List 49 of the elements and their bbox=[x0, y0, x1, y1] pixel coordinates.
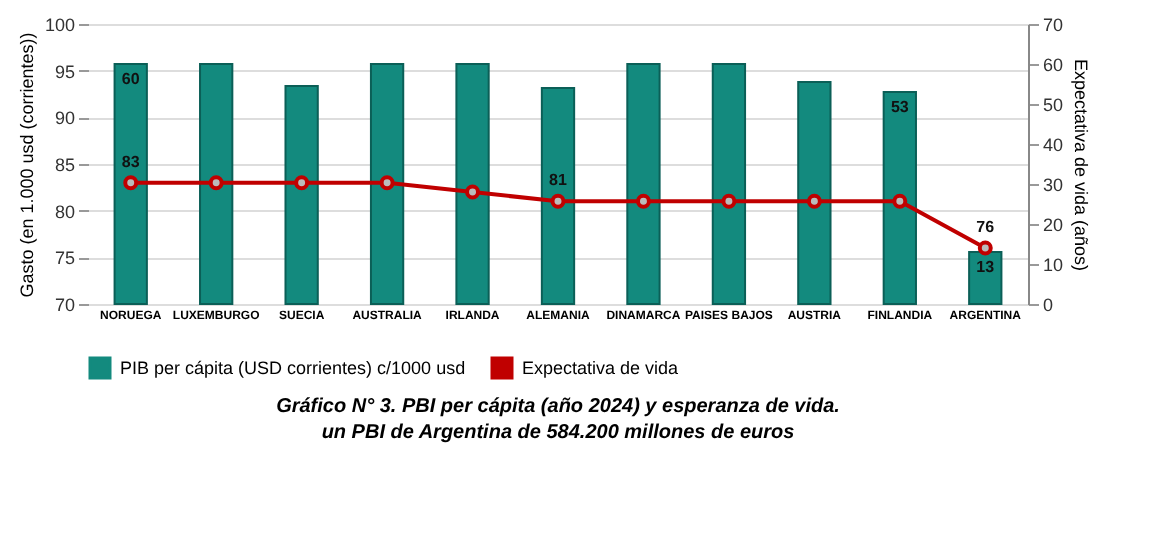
data-label: 81 bbox=[549, 171, 568, 190]
y-tick-label: 95 bbox=[54, 61, 75, 82]
bar bbox=[626, 63, 661, 305]
bar bbox=[455, 63, 490, 305]
text: Gráfico N° 3. PBI per cápita (año 2024) y esperanza de vida. bbox=[276, 396, 840, 418]
y-tick-label: 75 bbox=[54, 248, 75, 269]
point bbox=[123, 175, 139, 191]
legend-label: PIB per cápita (USD corrientes) c/1000 usd bbox=[120, 358, 466, 378]
y-tick-label: 85 bbox=[54, 155, 75, 175]
bar bbox=[199, 63, 234, 305]
bar bbox=[540, 87, 576, 305]
data-label: 83 bbox=[121, 152, 141, 171]
point bbox=[635, 193, 651, 209]
y2-axis-title: Expectativa de vida (años) bbox=[1071, 58, 1092, 272]
bar bbox=[369, 63, 405, 305]
y2-tick-label: 30 bbox=[1043, 175, 1064, 195]
point bbox=[208, 175, 224, 191]
y2-tick-label: 40 bbox=[1043, 135, 1064, 155]
bar bbox=[113, 63, 148, 305]
point bbox=[379, 175, 395, 191]
point bbox=[550, 193, 566, 209]
y-tick-label: 90 bbox=[54, 108, 75, 129]
point bbox=[294, 175, 310, 191]
bar bbox=[797, 81, 832, 305]
point bbox=[806, 193, 822, 209]
data-label: 13 bbox=[976, 258, 996, 276]
data-label: 76 bbox=[976, 218, 996, 236]
point bbox=[721, 193, 737, 209]
y-tick-label: 70 bbox=[54, 295, 75, 315]
y2-tick-label: 50 bbox=[1043, 95, 1064, 115]
legend-label: Expectativa de vida bbox=[522, 358, 679, 378]
data-label: 53 bbox=[890, 98, 910, 116]
y2-tick-label: 0 bbox=[1043, 295, 1054, 315]
y2-tick-label: 10 bbox=[1043, 255, 1064, 275]
point bbox=[465, 184, 481, 200]
y-tick-label: 100 bbox=[44, 15, 75, 35]
bar bbox=[284, 85, 319, 305]
bar bbox=[882, 91, 917, 305]
bar bbox=[968, 251, 1003, 305]
y-tick-label: 80 bbox=[54, 201, 75, 222]
bar bbox=[711, 63, 747, 305]
data-label: 60 bbox=[121, 70, 141, 88]
point bbox=[977, 240, 993, 256]
text: un PBI de Argentina de 584.200 millones de euros bbox=[321, 422, 796, 444]
y-axis-title: Gasto (en 1.000 usd (corrientes)) bbox=[16, 32, 37, 298]
point bbox=[892, 193, 908, 209]
y2-tick-label: 20 bbox=[1043, 215, 1064, 235]
y2-tick-label: 70 bbox=[1043, 15, 1064, 35]
y2-tick-label: 60 bbox=[1043, 55, 1064, 75]
